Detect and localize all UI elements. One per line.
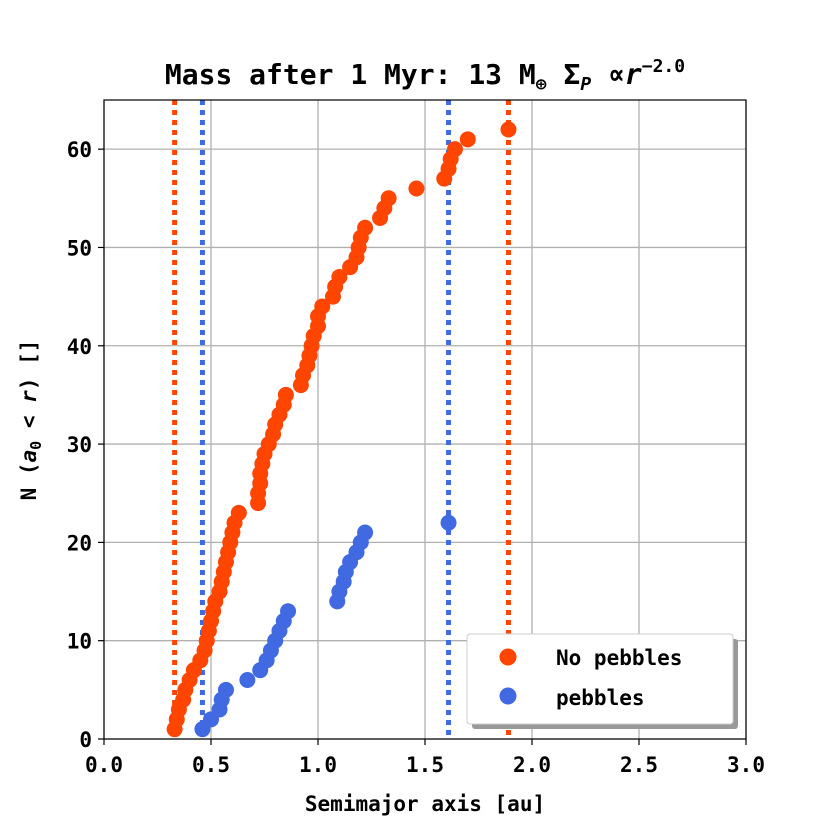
point [331,268,348,285]
point [277,386,294,403]
point [500,121,517,138]
point [459,131,476,148]
x-tick-label: 1.5 [406,753,444,777]
y-tick-label: 60 [67,138,92,162]
grid [103,100,747,740]
point [217,681,234,698]
point [230,504,247,521]
y-tick-label: 20 [67,531,92,555]
y-axis-ticks: 0 10 20 30 40 50 60 [67,138,104,752]
legend-box [466,633,734,725]
y-tick-label: 30 [67,433,92,457]
legend-label-pebbles: pebbles [556,686,645,710]
point [357,524,374,541]
legend: No pebbles pebbles [466,633,738,729]
legend-marker-pebbles [499,687,517,705]
y-tick-label: 50 [67,236,92,260]
point [314,298,331,315]
x-axis-label: Semimajor axis [au] [305,792,545,816]
data-points [166,121,517,738]
x-tick-label: 3.0 [727,753,765,777]
legend-label-no-pebbles: No pebbles [556,646,682,670]
x-axis-ticks: 0.0 0.5 1.0 1.5 2.0 2.5 3.0 [85,739,765,777]
y-tick-label: 0 [79,728,92,752]
x-tick-label: 1.0 [299,753,337,777]
series-1 [194,514,457,738]
chart-title: Mass after 1 Myr: 13 M⊕ ΣP ∝r−2.0 [165,56,685,95]
reference-lines [172,100,511,739]
point [380,190,397,207]
point [408,180,425,197]
y-tick-label: 40 [67,335,92,359]
series-0 [166,121,517,738]
point [239,672,256,689]
x-tick-label: 0.0 [85,753,123,777]
point [357,219,374,236]
point [280,603,297,620]
point [446,141,463,158]
x-tick-label: 0.5 [192,753,230,777]
legend-marker-no-pebbles [499,648,517,666]
y-tick-label: 10 [67,630,92,654]
x-tick-label: 2.0 [513,753,551,777]
point [440,514,457,531]
x-tick-label: 2.5 [620,753,658,777]
y-axis-label: N (a0 < r) [] [17,340,45,501]
